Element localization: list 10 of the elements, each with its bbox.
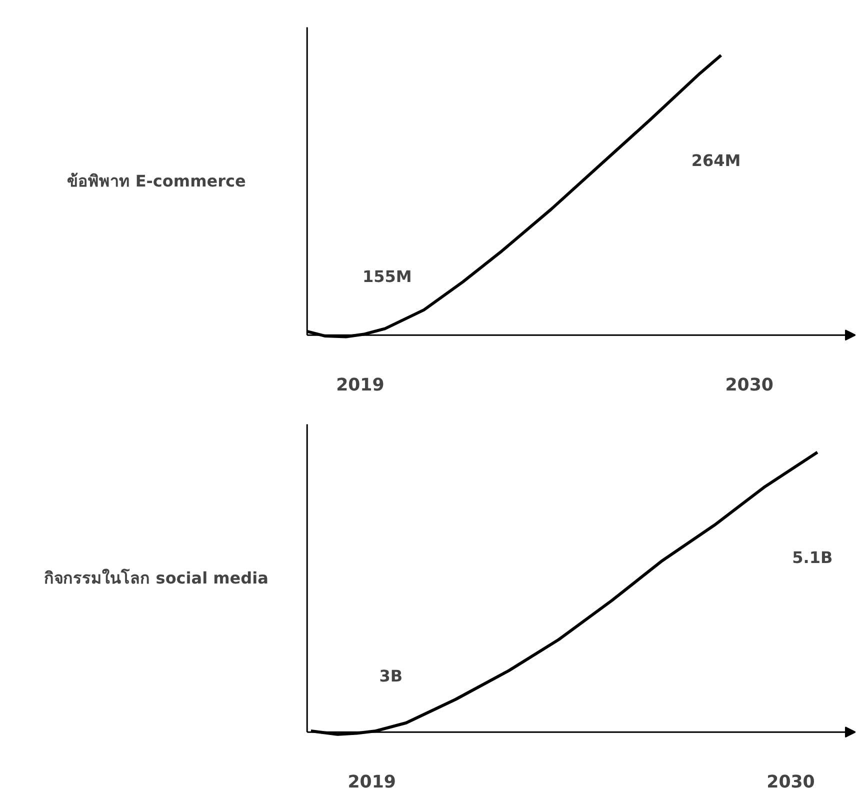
annotation: 155M bbox=[362, 266, 412, 286]
annotation: 5.1B bbox=[792, 548, 833, 567]
x-tick-label: 2030 bbox=[766, 772, 815, 792]
y-axis-title: กิจกรรมในโลก social media bbox=[44, 568, 268, 588]
x-tick-label: 2030 bbox=[725, 376, 774, 396]
x-tick-label: 2019 bbox=[348, 772, 396, 792]
annotation: 3B bbox=[379, 666, 403, 686]
annotation: 264M bbox=[691, 150, 741, 170]
x-tick-label: 2019 bbox=[336, 376, 384, 396]
y-axis-title: ข้อพิพาท E-commerce bbox=[66, 172, 246, 191]
